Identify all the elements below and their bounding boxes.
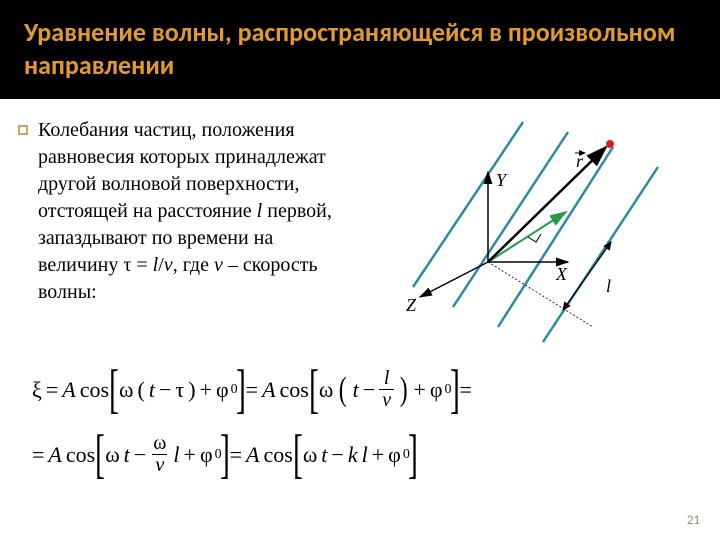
paren-open: (	[137, 377, 144, 403]
body-text-3: , где	[173, 254, 214, 276]
sym-l: l	[173, 442, 179, 468]
svg-text:r: r	[576, 151, 584, 171]
bullet-marker-icon	[18, 125, 28, 135]
formula-line-1: ξ = A cos [ ω ( t − τ ) + φ0 ] = A cos […	[30, 368, 690, 411]
bracket-close3-icon: ]	[220, 433, 230, 476]
sym-k: k	[348, 442, 358, 468]
frac-den-v2: v	[152, 454, 167, 476]
sym-eq: =	[46, 377, 58, 403]
sym-minus: −	[159, 377, 171, 403]
sym-eq4: =	[230, 442, 242, 468]
frac-num-l: l	[381, 368, 393, 389]
sym-A4: A	[246, 442, 259, 468]
sym-omega3: ω	[105, 442, 119, 468]
sym-cos2: cos	[280, 377, 309, 403]
paren-close: )	[188, 377, 195, 403]
content-area: Колебания частиц, положения равновесия к…	[0, 99, 720, 357]
var-v2: v	[214, 254, 223, 276]
sym-eq2: =	[246, 377, 258, 403]
sym-omega4: ω	[303, 442, 317, 468]
bracket-open-icon: [	[109, 368, 119, 411]
sym-cos3: cos	[66, 442, 95, 468]
wave-diagram: X Y Zr l	[358, 117, 702, 357]
bracket-open4-icon: [	[293, 433, 303, 476]
sym-A2: A	[262, 377, 275, 403]
text-column: Колебания частиц, положения равновесия к…	[18, 117, 358, 357]
bracket-close2-icon: ]	[450, 368, 460, 411]
bracket-close4-icon: ]	[408, 433, 418, 476]
formula-line-2: = A cos [ ω t − ω v l + φ0 ] = A cos [ ω…	[30, 433, 690, 476]
sym-plus: +	[200, 377, 212, 403]
frac-l-v: l v	[379, 368, 394, 411]
sym-minus2: −	[363, 377, 375, 403]
frac-omega-v: ω v	[150, 433, 169, 476]
sym-cos4: cos	[264, 442, 293, 468]
sym-phi4: φ	[388, 442, 401, 468]
sym-tau: τ	[175, 377, 184, 403]
svg-text:Y: Y	[496, 170, 508, 190]
sym-plus4: +	[372, 442, 384, 468]
bullet-item: Колебания частиц, положения равновесия к…	[18, 117, 350, 306]
sym-minus4: −	[331, 442, 343, 468]
sym-t4: t	[321, 442, 327, 468]
sym-A: A	[62, 377, 75, 403]
sym-phi2: φ	[430, 377, 443, 403]
var-v: v	[164, 254, 173, 276]
sym-l2: l	[362, 442, 368, 468]
sym-phi3: φ	[200, 442, 213, 468]
svg-text:X: X	[555, 264, 568, 284]
sym-t: t	[149, 377, 155, 403]
sym-traileq: =	[460, 377, 472, 403]
slide-title: Уравнение волны, распространяющейся в пр…	[24, 16, 696, 81]
bracket-open2-icon: [	[309, 368, 319, 411]
paren-close2: )	[400, 378, 408, 402]
sym-cos: cos	[80, 377, 109, 403]
bracket-close-icon: ]	[236, 368, 246, 411]
page-number: 21	[687, 513, 700, 528]
sym-omega2: ω	[319, 377, 333, 403]
title-bar: Уравнение волны, распространяющейся в пр…	[0, 0, 720, 99]
sym-minus3: −	[134, 442, 146, 468]
sym-t2: t	[353, 377, 359, 403]
body-paragraph: Колебания частиц, положения равновесия к…	[38, 117, 350, 306]
paren-open2: (	[339, 378, 347, 402]
sym-phi: φ	[216, 377, 229, 403]
sym-plus3: +	[184, 442, 196, 468]
svg-text:Z: Z	[406, 295, 417, 315]
formulas-block: ξ = A cos [ ω ( t − τ ) + φ0 ] = A cos […	[30, 368, 690, 498]
sym-A3: A	[48, 442, 61, 468]
sym-omega: ω	[119, 377, 133, 403]
bracket-open3-icon: [	[95, 433, 105, 476]
diagram-svg: X Y Zr l	[358, 117, 678, 357]
sym-plus2: +	[413, 377, 425, 403]
frac-den-v: v	[379, 389, 394, 411]
sym-eq3: =	[32, 442, 44, 468]
sym-t3: t	[124, 442, 130, 468]
frac-num-omega: ω	[150, 433, 169, 454]
svg-text:l: l	[606, 276, 611, 296]
sym-xi: ξ	[32, 377, 42, 403]
